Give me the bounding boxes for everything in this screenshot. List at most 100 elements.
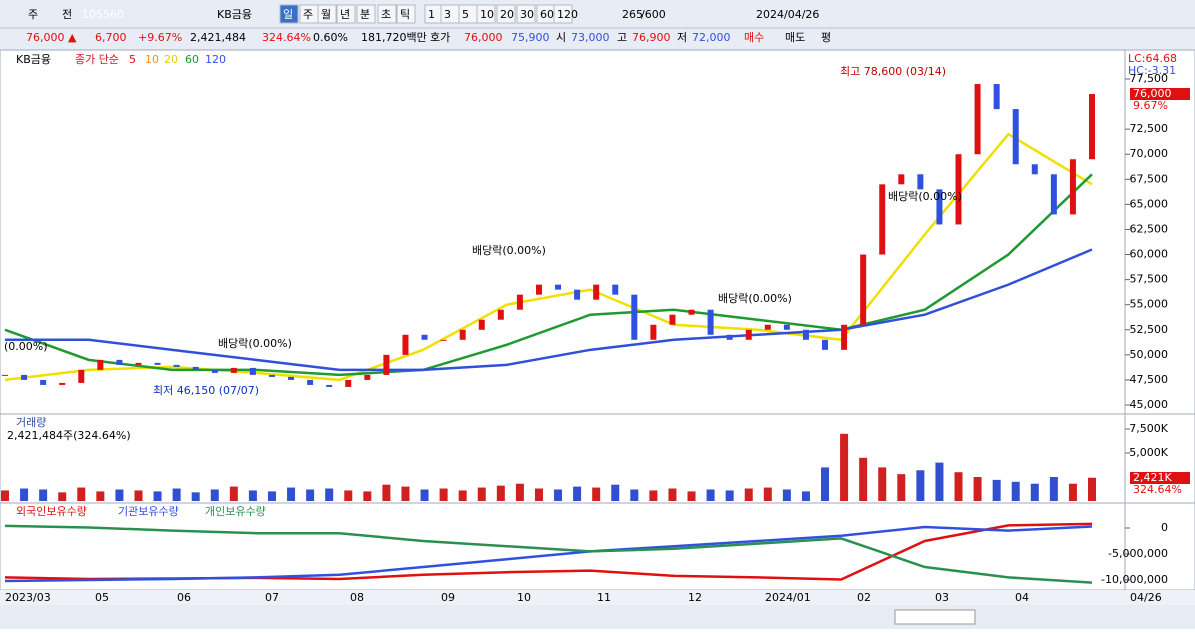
volume-bar <box>763 487 772 501</box>
volume-bar <box>248 490 257 501</box>
scroll-thumb[interactable] <box>894 609 976 625</box>
label: 30 <box>520 8 534 21</box>
candle <box>192 366 199 370</box>
label: 매도 <box>785 31 805 44</box>
candle <box>402 334 409 355</box>
candle <box>1050 174 1057 215</box>
label: /600 <box>641 8 666 21</box>
volume-bar <box>649 490 658 501</box>
volume-bar <box>382 484 391 501</box>
volume-bar <box>153 491 162 501</box>
label: 2023/03 <box>5 591 51 604</box>
volume-bar <box>859 457 868 501</box>
volume-bar <box>77 487 86 501</box>
candle <box>440 339 447 341</box>
label: 02 <box>857 591 871 604</box>
toolbar-button[interactable] <box>396 4 416 24</box>
label: 10 <box>145 53 159 66</box>
scrollbar[interactable] <box>0 605 1195 629</box>
volume-bar <box>821 467 830 501</box>
label: 04 <box>1015 591 1029 604</box>
label: 주 <box>303 8 313 21</box>
volume-bar <box>39 489 48 501</box>
candle <box>97 359 104 370</box>
volume-bar <box>687 491 696 501</box>
toolbar-button[interactable] <box>553 4 573 24</box>
candle <box>40 379 47 385</box>
candle <box>726 334 733 340</box>
label: 월 <box>321 8 331 21</box>
label: 05 <box>95 591 109 604</box>
volume-bar <box>916 470 925 501</box>
label: 45,000 <box>1130 398 1169 411</box>
volume-tag <box>1130 472 1190 484</box>
toolbar-button[interactable] <box>279 4 299 24</box>
candle <box>211 369 218 373</box>
price-tag <box>1130 88 1190 100</box>
label: 배당락(0.00%) <box>218 337 292 350</box>
volume-bar <box>477 487 486 501</box>
volume-bar <box>58 492 67 501</box>
candle <box>59 382 66 385</box>
label: 저 <box>677 31 687 44</box>
label: 2024/04/26 <box>756 8 819 21</box>
label: 개인보유수량 <box>205 505 266 518</box>
candle <box>421 334 428 340</box>
candle <box>1089 94 1095 160</box>
toolbar-button[interactable] <box>336 4 356 24</box>
volume-bar <box>744 488 753 501</box>
label: 주 <box>28 8 38 21</box>
candle <box>917 174 924 190</box>
toolbar-button[interactable] <box>377 4 397 24</box>
label: KB금융 <box>217 8 252 21</box>
label: 76,000 ▲ <box>26 31 77 44</box>
candle <box>993 84 1000 110</box>
toolbar-button[interactable] <box>496 4 516 24</box>
candle <box>764 324 771 330</box>
label: KB금융 <box>16 53 51 66</box>
label: 분 <box>360 8 370 21</box>
candle <box>497 309 504 320</box>
ma-line <box>4 132 1093 382</box>
label: 47,500 <box>1130 373 1169 386</box>
toolbar-button[interactable] <box>356 4 376 24</box>
candle <box>2 374 8 376</box>
candle <box>574 289 581 300</box>
label: 배당락(0.00%) <box>472 244 546 257</box>
label: -10,000,000 <box>1101 573 1168 586</box>
chart-bg <box>0 49 1195 606</box>
label: 105560 <box>82 8 124 21</box>
label: 2,421K <box>1133 471 1172 484</box>
toolbar-button[interactable] <box>516 4 536 24</box>
label: 2024/01 <box>765 591 811 604</box>
label: 10 <box>517 591 531 604</box>
label: 120 <box>205 53 226 66</box>
volume-bar <box>515 483 524 501</box>
label: 초 <box>381 8 391 21</box>
candle <box>364 374 371 380</box>
label: 77,500 <box>1130 72 1169 85</box>
volume-bar <box>1 490 9 501</box>
candle <box>860 254 867 325</box>
label: 67,500 <box>1130 172 1169 185</box>
volume-bar <box>191 492 200 501</box>
volume-bar <box>840 433 849 501</box>
toolbar-button[interactable] <box>317 4 337 24</box>
candle <box>116 359 123 365</box>
volume-bar <box>96 491 105 501</box>
label: 52,500 <box>1130 323 1169 336</box>
candle <box>516 294 523 310</box>
candle <box>631 294 638 340</box>
volume-bar <box>20 488 29 501</box>
candle <box>612 284 619 295</box>
label: 일 <box>283 7 293 21</box>
label: 최고 78,600 (03/14) <box>840 65 946 78</box>
label: 10 <box>480 8 494 21</box>
volume-bar <box>210 489 219 501</box>
x-axis-bg <box>0 590 1195 605</box>
label: 06 <box>177 591 191 604</box>
label: 324.64% <box>1133 483 1182 496</box>
toolbar-button[interactable] <box>476 4 496 24</box>
volume-bar <box>401 486 410 501</box>
